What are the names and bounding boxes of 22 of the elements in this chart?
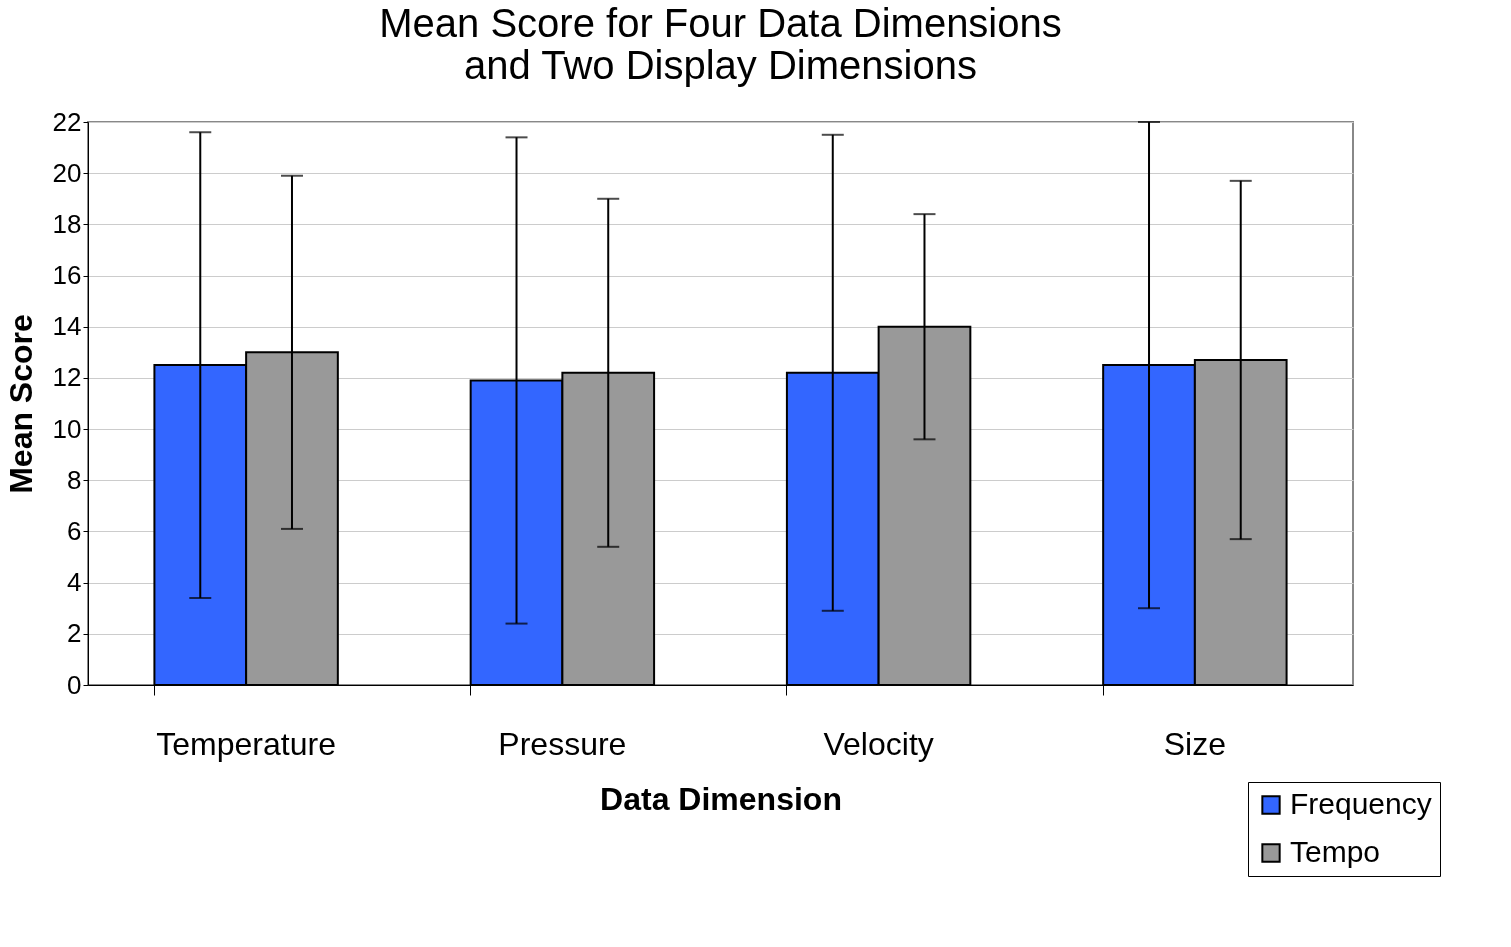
- y-tick-label: 14: [52, 311, 82, 342]
- y-tick-label: 6: [67, 515, 82, 546]
- y-tick-label: 22: [52, 106, 82, 137]
- x-tick-label: Temperature: [156, 725, 336, 762]
- legend-label: Tempo: [1290, 835, 1381, 868]
- y-tick-label: 2: [67, 618, 82, 649]
- x-tick-label: Velocity: [823, 725, 934, 762]
- text: and Two Display Dimensions: [464, 43, 977, 87]
- y-tick-label: 10: [52, 413, 82, 444]
- x-tick-label: Pressure: [498, 725, 627, 762]
- y-tick-label: 8: [67, 464, 82, 495]
- y-tick-label: 16: [52, 260, 82, 291]
- y-tick-label: 4: [67, 567, 82, 598]
- y-tick-label: 12: [52, 362, 82, 393]
- x-axis-title: Data Dimension: [600, 780, 842, 817]
- text: Mean Score for Four Data Dimensions: [379, 1, 1062, 45]
- x-tick-label: Size: [1163, 725, 1226, 762]
- y-tick-label: 0: [67, 669, 82, 700]
- legend-label: Frequency: [1290, 787, 1432, 820]
- y-axis-title: Mean Score: [2, 314, 39, 494]
- y-tick-label: 20: [52, 157, 82, 188]
- y-tick-label: 18: [52, 208, 82, 239]
